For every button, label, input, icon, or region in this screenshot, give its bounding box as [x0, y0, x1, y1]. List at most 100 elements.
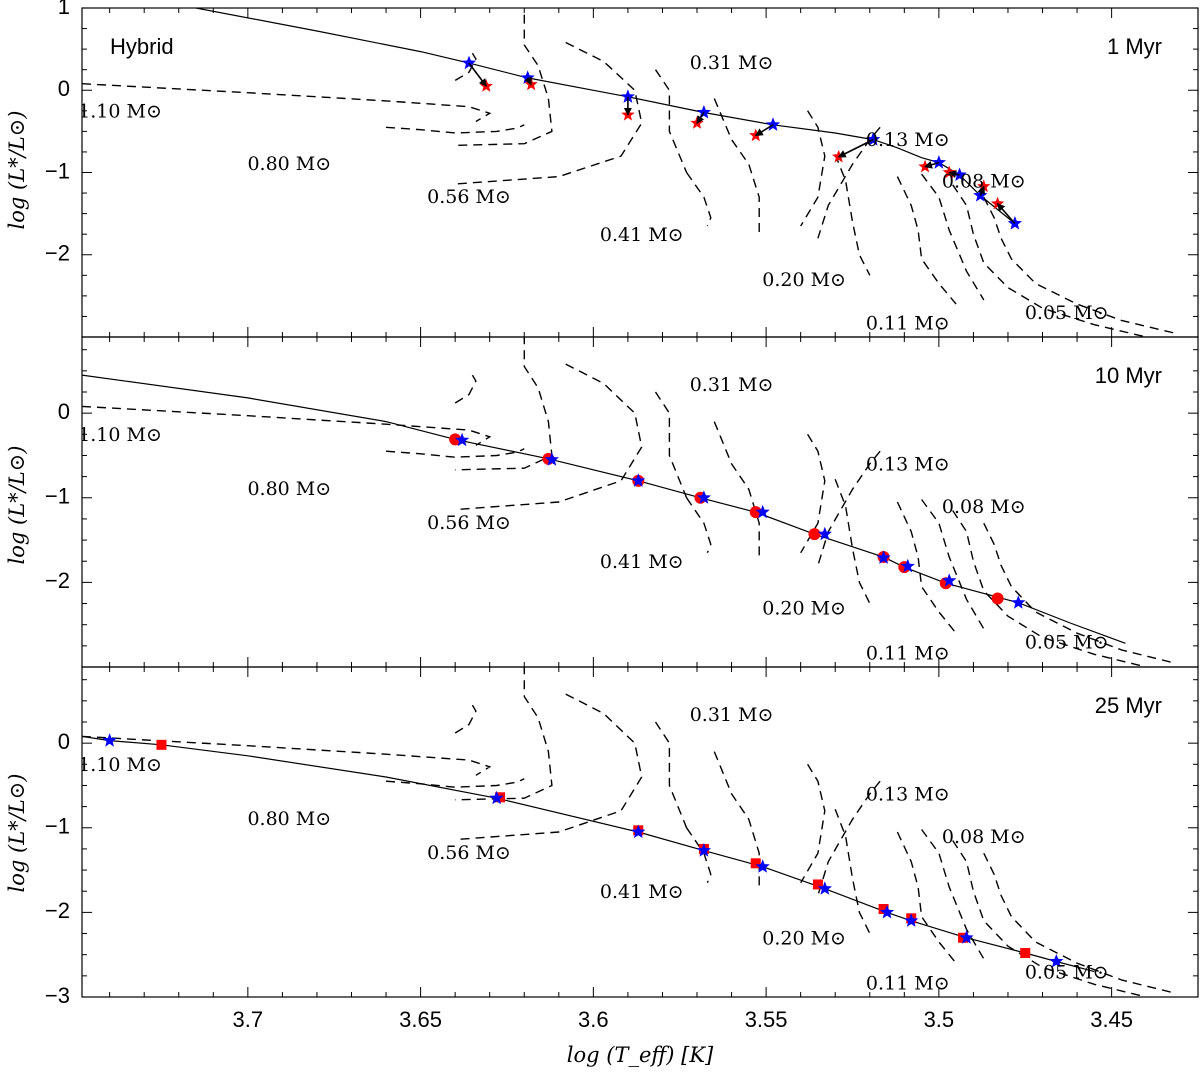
- blue-star-marker: [696, 490, 712, 504]
- mass-label: 0.31 M⊙: [690, 704, 774, 726]
- evolutionary-track-10: [817, 450, 881, 566]
- evolutionary-track-13: [921, 499, 985, 630]
- mass-label: 0.13 M⊙: [866, 454, 950, 476]
- mass-label: 0.20 M⊙: [762, 597, 846, 619]
- y-tick-label: 0: [58, 399, 70, 424]
- y-tick-label: −3: [45, 983, 70, 1008]
- red-square-marker: [1020, 948, 1031, 958]
- displacement-arrow: [837, 138, 874, 158]
- evolutionary-track-7: [686, 172, 712, 227]
- blue-star-marker: [900, 558, 915, 573]
- mass-label: 0.08 M⊙: [942, 826, 1026, 848]
- mass-label: 0.11 M⊙: [866, 642, 950, 664]
- mass-label: 0.11 M⊙: [866, 972, 950, 994]
- mass-label: 0.41 M⊙: [600, 551, 684, 573]
- mass-label: 0.13 M⊙: [866, 129, 950, 151]
- evolutionary-track-6: [654, 391, 688, 499]
- mass-label: 0.31 M⊙: [690, 52, 774, 74]
- mass-label: 0.80 M⊙: [247, 478, 331, 500]
- isochrone-line: [82, 735, 1095, 973]
- blue-star-marker: [866, 132, 881, 146]
- displacement-arrow: [996, 203, 1016, 225]
- blue-star-marker: [620, 89, 635, 103]
- evolutionary-track-14: [952, 510, 1147, 667]
- red-square-marker: [750, 858, 761, 869]
- evolutionary-track-10: [817, 780, 881, 896]
- evolutionary-track-4: [455, 14, 553, 147]
- x-axis-title: log (T_eff) [K]: [567, 1043, 714, 1067]
- displacement-arrow: [468, 62, 487, 87]
- red-square-marker: [812, 879, 823, 890]
- red-square-marker: [878, 904, 889, 914]
- blue-star-marker: [931, 155, 946, 169]
- evolutionary-track-3: [454, 374, 477, 404]
- evolutionary-track-11: [834, 808, 871, 934]
- y-tick-label: −2: [45, 241, 70, 266]
- blue-star-marker: [631, 473, 646, 487]
- mass-label: 0.20 M⊙: [762, 269, 846, 291]
- evolutionary-track-11: [834, 478, 871, 604]
- y-tick-label: 0: [58, 76, 70, 101]
- blue-star-marker: [817, 881, 832, 895]
- evolutionary-track-9: [800, 763, 826, 884]
- y-tick-label: −1: [45, 814, 70, 839]
- mass-label: 0.31 M⊙: [690, 374, 774, 396]
- y-axis-title: log (L*/L⊙): [5, 111, 29, 230]
- y-axis-title-panel-3: log (L*/L⊙): [5, 774, 29, 893]
- displacement-arrow: [924, 160, 940, 169]
- blue-star-marker: [817, 526, 832, 541]
- evolutionary-track-7: [686, 497, 712, 554]
- mass-label: 0.05 M⊙: [1025, 961, 1109, 983]
- evolutionary-track-12: [896, 501, 957, 634]
- mass-label: 1.10 M⊙: [78, 100, 162, 122]
- mass-label: 0.08 M⊙: [942, 170, 1026, 192]
- mass-label: 0.41 M⊙: [600, 224, 684, 246]
- blue-star-marker: [454, 432, 470, 447]
- mass-label: 0.13 M⊙: [866, 784, 950, 806]
- evolutionary-track-4: [455, 337, 553, 471]
- evolutionary-track-8: [713, 421, 760, 562]
- red-circle-marker: [808, 528, 821, 541]
- blue-star-marker: [696, 843, 712, 857]
- y-axis-title-panel-2: log (L*/L⊙): [5, 446, 29, 565]
- mass-label: 0.11 M⊙: [866, 313, 950, 335]
- y-tick-label: −1: [45, 158, 70, 183]
- panel-1: 1.10 M⊙ 0.80 M⊙ 0.56 M⊙ 0.41 M⊙ 0.31 M⊙ 0.20 …: [45, 0, 1199, 338]
- blue-star-marker: [102, 733, 117, 747]
- evolutionary-track-5: [455, 363, 643, 511]
- x-tick-label: 3.6: [578, 1007, 609, 1032]
- y-tick-label: −2: [45, 568, 70, 593]
- red-star-marker: [990, 196, 1005, 210]
- blue-star-marker: [876, 550, 891, 564]
- evolutionary-track-1: [82, 735, 492, 776]
- mass-label: 0.05 M⊙: [1025, 631, 1109, 653]
- displacement-arrow: [948, 170, 960, 179]
- mass-label: 1.10 M⊙: [78, 754, 162, 776]
- blue-star-marker: [1049, 954, 1064, 968]
- age-label: 25 Myr: [1095, 693, 1162, 718]
- mass-label: 1.10 M⊙: [78, 424, 162, 446]
- evolutionary-track-12: [896, 831, 957, 964]
- red-circle-marker: [749, 506, 762, 519]
- plot-area-2: 1.10 M⊙ 0.80 M⊙ 0.56 M⊙ 0.41 M⊙ 0.31 M⊙ 0.20 …: [78, 337, 1174, 667]
- mass-label: 0.56 M⊙: [427, 842, 511, 864]
- displacement-arrow: [524, 76, 532, 86]
- evolutionary-track-14: [952, 840, 1147, 997]
- age-label: 10 Myr: [1095, 363, 1162, 388]
- blue-star-marker: [765, 117, 781, 131]
- blue-star-marker: [904, 913, 919, 927]
- evolutionary-track-5: [455, 693, 643, 841]
- mass-label: 0.80 M⊙: [247, 153, 331, 175]
- blue-star-marker: [461, 55, 477, 70]
- blue-star-marker: [755, 859, 770, 873]
- evolutionary-track-2: [385, 448, 525, 458]
- plot-area-1: 1.10 M⊙ 0.80 M⊙ 0.56 M⊙ 0.41 M⊙ 0.31 M⊙ 0.20 …: [78, 8, 1174, 337]
- evolutionary-track-6: [654, 69, 688, 173]
- y-tick-label: −2: [45, 898, 70, 923]
- mass-label: 0.08 M⊙: [942, 496, 1026, 518]
- blue-star-marker: [544, 452, 559, 466]
- mass-label: 0.41 M⊙: [600, 881, 684, 903]
- x-tick-label: 3.55: [745, 1007, 788, 1032]
- x-tick-label: 3.5: [924, 1007, 955, 1032]
- blue-star-marker: [755, 504, 770, 519]
